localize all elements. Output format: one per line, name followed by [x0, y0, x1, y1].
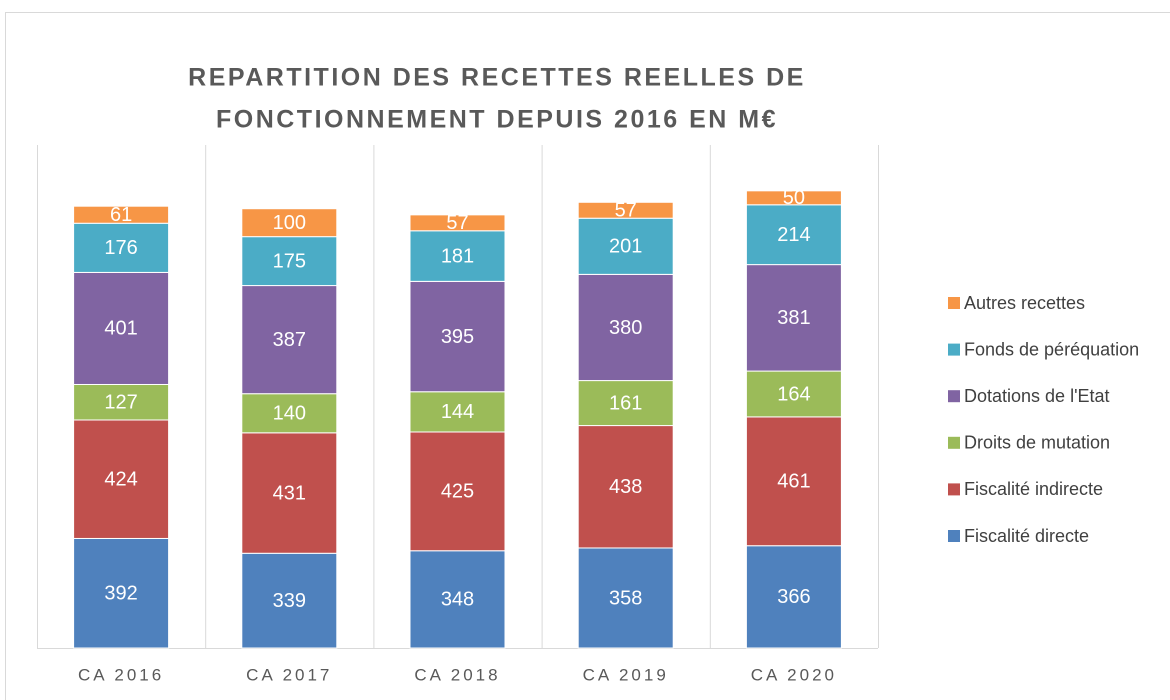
data-label: 431 [273, 482, 306, 504]
bar-segment [577, 425, 674, 549]
data-label: 381 [777, 307, 810, 329]
x-tick-label: CA 2016 [78, 665, 164, 684]
data-label: 461 [777, 471, 810, 493]
chart-title: FONCTIONNEMENT DEPUIS 2016 EN M€ [216, 106, 778, 134]
data-label: 348 [441, 589, 474, 611]
bar-segment [73, 537, 170, 649]
data-label: 401 [104, 318, 137, 340]
bar-segment [409, 391, 506, 433]
data-label: 127 [104, 392, 137, 414]
bar-segment [241, 432, 338, 554]
legend-swatch [948, 530, 960, 542]
data-label: 425 [441, 481, 474, 503]
bar-segment [73, 419, 170, 539]
data-label: 387 [273, 329, 306, 351]
legend-swatch [948, 390, 960, 403]
bar-segment [409, 280, 506, 393]
legend-label: Fiscalité directe [964, 526, 1089, 546]
data-label: 339 [273, 590, 306, 612]
data-label: 57 [446, 212, 468, 234]
data-label: 392 [104, 583, 137, 605]
bar-segment [745, 264, 842, 372]
chart-title: REPARTITION DES RECETTES REELLES DE [188, 64, 806, 92]
bar-segment [577, 547, 674, 649]
legend-label: Autres recettes [964, 293, 1085, 313]
data-label: 181 [441, 245, 474, 267]
data-label: 61 [110, 204, 132, 226]
bar-segment [745, 545, 842, 649]
bar-segment [409, 431, 506, 552]
data-label: 176 [104, 237, 137, 259]
data-label: 50 [783, 187, 805, 209]
bar-segment [577, 217, 674, 275]
bar-segment [577, 380, 674, 427]
legend-swatch [948, 343, 960, 356]
legend-label: Droits de mutation [964, 433, 1110, 453]
bar-segment [241, 208, 338, 238]
data-label: 438 [609, 476, 642, 498]
data-label: 175 [273, 250, 306, 272]
bar-segment [745, 416, 842, 547]
bar-segment [409, 230, 506, 282]
legend-swatch [948, 297, 960, 309]
data-label: 424 [104, 468, 137, 490]
data-label: 161 [609, 392, 642, 414]
bar-segment [577, 201, 674, 219]
bar-segment [73, 222, 170, 273]
bar-segment [241, 552, 338, 649]
data-label: 57 [615, 200, 637, 222]
data-label: 144 [441, 401, 474, 423]
bar-segment [73, 205, 170, 224]
data-label: 100 [273, 212, 306, 234]
legend-swatch [948, 483, 960, 496]
legend-label: Fiscalité indirecte [964, 479, 1103, 499]
bar-segment [745, 204, 842, 266]
data-label: 214 [777, 224, 810, 246]
bar-segment [241, 393, 338, 434]
bar-segment [409, 214, 506, 232]
legend-label: Fonds de péréquation [964, 339, 1139, 359]
bar-segment [745, 190, 842, 206]
bar-segment [241, 285, 338, 395]
data-label: 380 [609, 317, 642, 339]
data-label: 395 [441, 326, 474, 348]
bar-segment [409, 550, 506, 649]
legend-swatch [948, 436, 960, 449]
x-tick-label: CA 2020 [751, 665, 837, 684]
data-label: 201 [609, 236, 642, 258]
bar-segment [577, 273, 674, 382]
x-tick-label: CA 2017 [246, 665, 332, 684]
data-label: 358 [609, 587, 642, 609]
bar-segment [241, 236, 338, 287]
data-label: 140 [273, 403, 306, 425]
data-label: 366 [777, 586, 810, 608]
bar-segment [73, 383, 170, 421]
bar-segment [73, 271, 170, 385]
x-tick-label: CA 2018 [414, 665, 500, 684]
legend-label: Dotations de l'Etat [964, 386, 1110, 406]
data-label: 164 [777, 383, 810, 405]
x-tick-label: CA 2019 [583, 665, 669, 684]
